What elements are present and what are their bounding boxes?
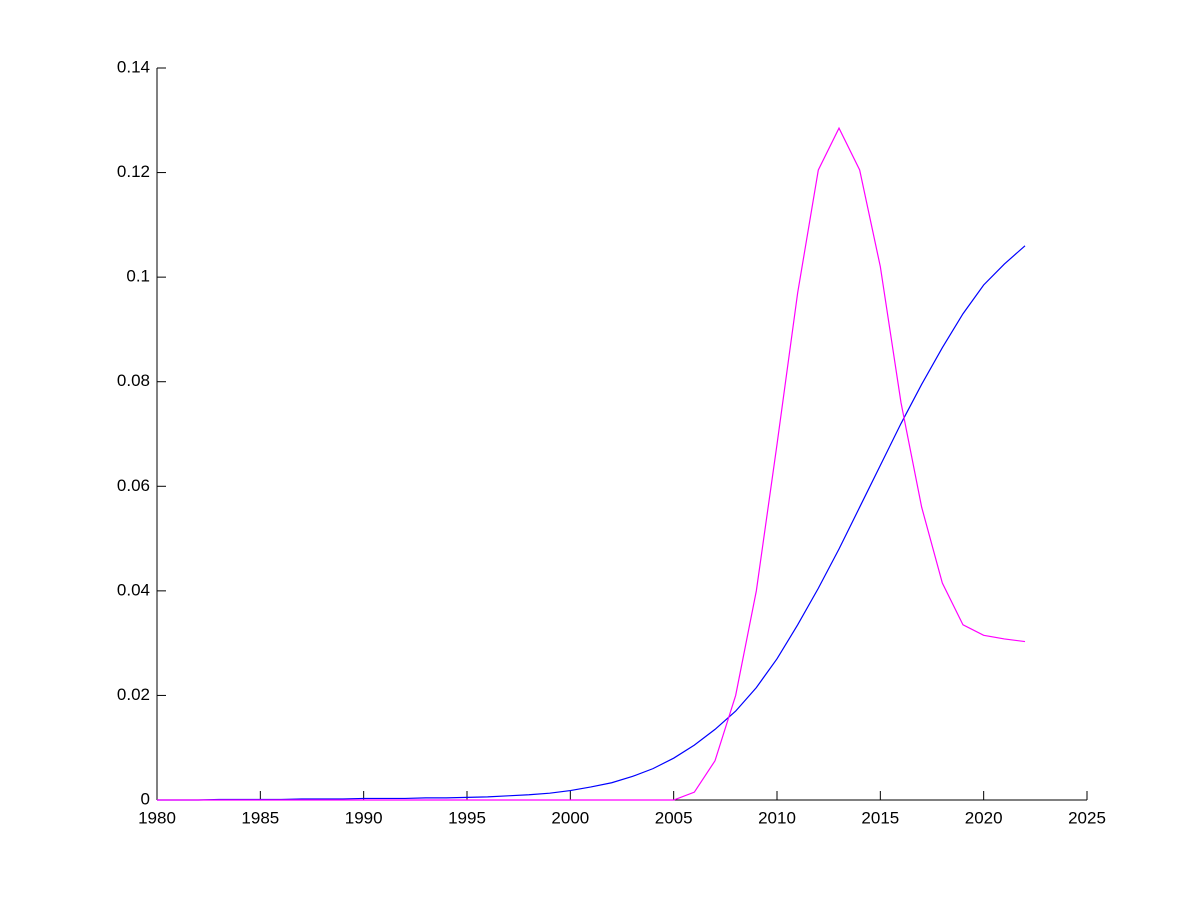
x-tick-label: 2015 [861,808,899,827]
y-tick-label: 0.12 [117,162,150,181]
y-tick-label: 0.14 [117,57,150,76]
y-tick-label: 0.06 [117,476,150,495]
x-tick-label: 2010 [758,808,796,827]
line-series [157,245,1026,801]
x-tick-label: 2005 [655,808,693,827]
x-tick-label: 1980 [138,808,176,827]
y-tick-label: 0.1 [126,267,150,286]
y-tick-label: 0.08 [117,371,150,390]
y-tick-label: 0.02 [117,685,150,704]
x-tick-label: 2000 [551,808,589,827]
x-tick-label: 2020 [965,808,1003,827]
x-tick-label: 1985 [241,808,279,827]
y-tick-label: 0 [141,789,150,808]
x-tick-label: 1990 [345,808,383,827]
x-tick-label: 2025 [1068,808,1106,827]
line-series [157,126,1026,801]
x-tick-label: 1995 [448,808,486,827]
y-tick-label: 0.04 [117,580,150,599]
